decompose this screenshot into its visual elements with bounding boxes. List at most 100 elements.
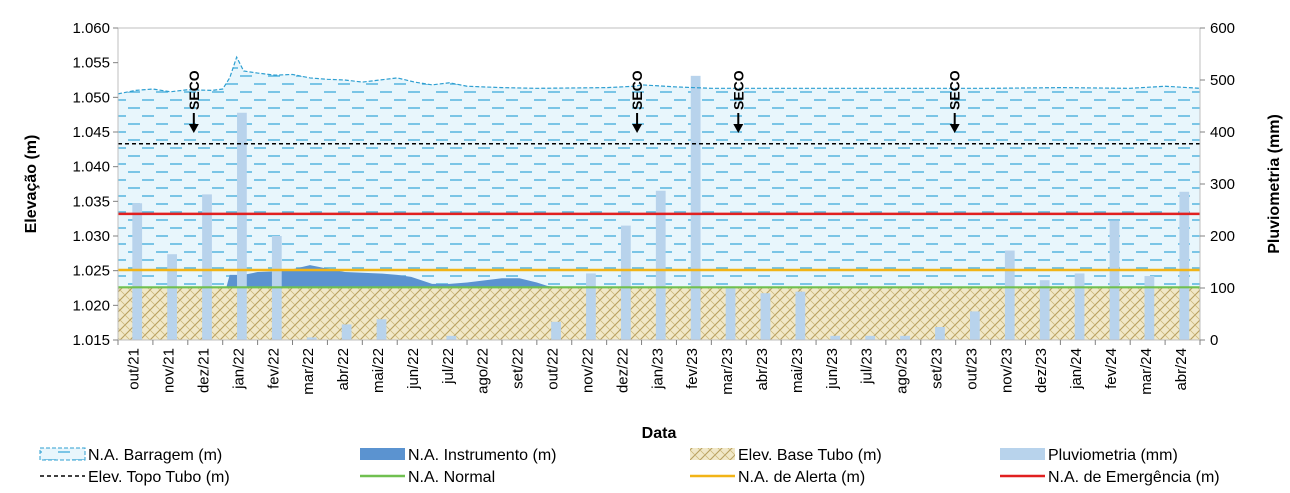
- y2-tick-label: 0: [1210, 332, 1218, 349]
- seco-label: SECO: [186, 70, 202, 110]
- seco-arrow-head: [632, 124, 643, 133]
- legend-swatch: [690, 448, 735, 460]
- pluviometria-bar: [376, 319, 387, 340]
- y-tick-label: 1.020: [72, 297, 110, 314]
- pluviometria-bar: [969, 311, 980, 340]
- pluviometria-bar: [760, 293, 771, 340]
- y-tick-label: 1.025: [72, 263, 110, 280]
- legend-label: Elev. Topo Tubo (m): [88, 469, 230, 486]
- na-barragem-line: [117, 55, 1201, 95]
- y-tick-label: 1.015: [72, 332, 110, 349]
- x-tick-label: jan/24: [1068, 348, 1085, 390]
- y2-tick-label: 300: [1210, 176, 1235, 193]
- legend-item: Elev. Topo Tubo (m): [40, 469, 230, 486]
- x-tick-label: nov/21: [161, 348, 178, 393]
- pluviometria-bar: [795, 291, 806, 340]
- y-axis-title: Elevação (m): [23, 135, 40, 234]
- y2-tick-label: 400: [1210, 124, 1235, 141]
- x-tick-label: jan/23: [649, 348, 666, 390]
- y-tick-label: 1.045: [72, 124, 110, 141]
- y-tick-label: 1.035: [72, 193, 110, 210]
- pluviometria-bar: [1039, 280, 1050, 340]
- legend-swatch: [1000, 448, 1045, 460]
- legend-item: N.A. de Alerta (m): [690, 469, 865, 486]
- pluviometria-bar: [690, 75, 701, 340]
- legend-label: Elev. Base Tubo (m): [738, 447, 882, 464]
- legend-item: N.A. Barragem (m): [39, 447, 222, 464]
- pluviometria-bar: [1179, 191, 1190, 340]
- pluviometria-bar: [551, 321, 561, 340]
- pluviometria-bar: [237, 112, 247, 340]
- seco-annotation: SECO: [947, 70, 963, 133]
- y2-tick-label: 200: [1210, 228, 1235, 245]
- legend-label: N.A. Normal: [408, 469, 495, 486]
- y-tick-label: 1.040: [72, 159, 110, 176]
- pluviometria-bar: [900, 335, 910, 340]
- pluviometria-bar: [1074, 273, 1085, 340]
- legend-label: N.A. de Emergência (m): [1048, 469, 1220, 486]
- pluviometria-bar: [655, 190, 666, 340]
- legend-label: N.A. de Alerta (m): [738, 469, 865, 486]
- x-tick-label: dez/21: [196, 348, 213, 393]
- legend-item: Pluviometria (mm): [1000, 447, 1178, 464]
- pluviometria-bar: [830, 335, 841, 340]
- pluviometria-bar: [202, 194, 212, 340]
- x-tick-label: jul/23: [859, 348, 876, 385]
- pluviometria-bar: [306, 337, 317, 340]
- y-tick-label: 1.050: [72, 89, 110, 106]
- y-tick-label: 1.030: [72, 228, 110, 245]
- x-tick-label: set/23: [928, 348, 945, 389]
- legend-swatch: [360, 448, 405, 460]
- x-tick-label: fev/22: [265, 348, 282, 389]
- pluviometria-bar: [132, 203, 143, 340]
- x-tick-label: out/22: [545, 348, 562, 390]
- seco-annotation: SECO: [186, 70, 202, 133]
- y2-tick-label: 600: [1210, 20, 1235, 37]
- x-tick-label: jun/22: [405, 348, 422, 390]
- x-tick-label: out/21: [126, 348, 143, 390]
- seco-annotation: SECO: [730, 70, 746, 133]
- seco-arrow-head: [733, 124, 744, 133]
- pluviometria-bar: [935, 327, 945, 340]
- pluviometria-bar: [725, 286, 736, 340]
- legend-item: N.A. Normal: [360, 469, 495, 486]
- x-tick-label: jan/22: [230, 348, 247, 390]
- x-tick-label: mar/22: [300, 348, 317, 395]
- pluviometria-bar: [586, 273, 596, 340]
- legend-label: N.A. Barragem (m): [88, 447, 222, 464]
- pluviometria-bar: [1144, 276, 1155, 340]
- x-tick-label: out/23: [963, 348, 980, 390]
- x-tick-label: dez/22: [614, 348, 631, 393]
- pluviometria-bar: [167, 254, 177, 340]
- pluviometria-bar: [341, 324, 352, 340]
- seco-arrow-head: [949, 124, 960, 133]
- x-tick-label: fev/24: [1103, 348, 1120, 389]
- x-tick-label: abr/22: [335, 348, 352, 391]
- x-tick-label: nov/23: [998, 348, 1015, 393]
- x-tick-label: abr/23: [754, 348, 771, 391]
- pluviometria-bar: [865, 335, 876, 340]
- y-tick-label: 1.055: [72, 55, 110, 72]
- pluviometria-bar: [1004, 250, 1015, 340]
- x-tick-label: jul/22: [440, 348, 457, 385]
- legend-item: N.A. Instrumento (m): [360, 447, 556, 464]
- x-tick-label: mar/23: [719, 348, 736, 395]
- x-tick-label: abr/24: [1173, 348, 1190, 391]
- legend-item: N.A. de Emergência (m): [1000, 469, 1220, 486]
- seco-label: SECO: [730, 70, 746, 110]
- pluviometria-bar: [446, 335, 457, 340]
- x-tick-label: ago/23: [894, 348, 911, 394]
- x-tick-label: dez/23: [1033, 348, 1050, 393]
- legend-label: Pluviometria (mm): [1048, 447, 1178, 464]
- seco-label: SECO: [629, 70, 645, 110]
- seco-label: SECO: [947, 70, 963, 110]
- pluviometria-bar: [620, 225, 631, 340]
- seco-arrow-head: [188, 124, 199, 133]
- y-tick-label: 1.060: [72, 20, 110, 37]
- x-tick-label: fev/23: [684, 348, 701, 389]
- x-tick-label: jun/23: [824, 348, 841, 390]
- x-tick-label: ago/22: [475, 348, 492, 394]
- pluviometria-bar: [1109, 220, 1120, 340]
